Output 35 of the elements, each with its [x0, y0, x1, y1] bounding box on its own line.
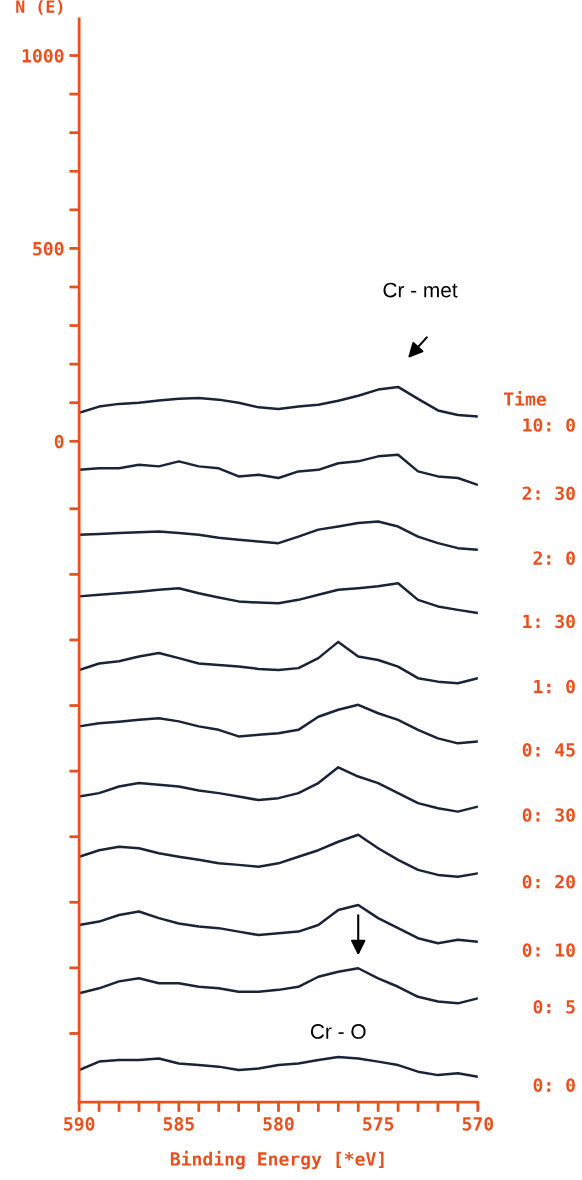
line-series: [79, 453, 478, 487]
x-axis-title: Binding Energy [*eV]: [170, 1150, 384, 1170]
x-tick-label: 570: [462, 1117, 494, 1131]
y-tick-label: 500: [33, 241, 64, 256]
text: 0: 20: [522, 874, 575, 889]
line-series: [79, 520, 478, 551]
line-series: [79, 766, 478, 813]
x-tick-label: 575: [363, 1117, 394, 1131]
x-tick-label: 580: [263, 1117, 294, 1131]
x-tick-label: 585: [163, 1117, 194, 1131]
text: 0: 30: [522, 808, 575, 822]
legend-title: Time: [504, 390, 546, 406]
text: 2: 0: [533, 551, 575, 565]
y-tick-label: 1000: [22, 48, 64, 63]
line-series: [79, 385, 478, 418]
x-tick-label: 590: [64, 1117, 95, 1131]
y-axis-title: N (E): [16, 0, 63, 15]
annotation: Cr - met: [383, 282, 458, 298]
line-series: [79, 640, 478, 685]
text: 1: 0: [534, 679, 575, 694]
y-tick-label: 0: [54, 434, 64, 449]
text: 0: 10: [522, 943, 575, 957]
line-series: [79, 967, 478, 1005]
line-series: [79, 1055, 478, 1078]
line-series: [79, 903, 478, 945]
line-series: [79, 582, 478, 615]
text: 2: 30: [522, 486, 575, 501]
text: 0: 5: [533, 999, 575, 1014]
line-series: [79, 703, 478, 745]
text: 0: 45: [522, 743, 575, 757]
annotation: Cr - O: [310, 1024, 366, 1039]
text: 0: 0: [533, 1078, 575, 1092]
text: 10: 0: [523, 418, 575, 432]
text: 1: 30: [523, 614, 575, 629]
line-series: [79, 833, 478, 879]
